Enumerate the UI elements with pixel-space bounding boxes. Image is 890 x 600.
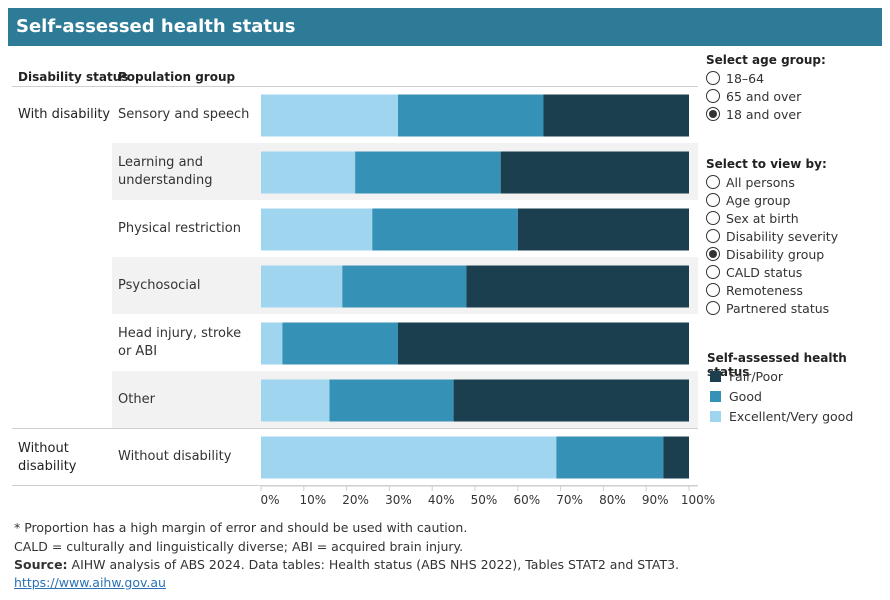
age-group-heading: Select age group: bbox=[706, 53, 826, 67]
bar-segment-fair-poor-5 bbox=[453, 379, 689, 422]
bar-segment-good-5 bbox=[329, 379, 454, 422]
radio-view-remoteness[interactable]: Remoteness bbox=[706, 281, 803, 299]
group-label-with-disability: With disability bbox=[18, 107, 111, 122]
category-label: Head injury, stroke or ABI bbox=[118, 326, 242, 359]
x-tick-label: 90% bbox=[642, 493, 669, 507]
bar-segment-good-1 bbox=[355, 151, 501, 194]
x-tick-label: 40% bbox=[428, 493, 455, 507]
source-text: AIHW analysis of ABS 2024. Data tables: … bbox=[67, 557, 680, 572]
bar-segment-good-6 bbox=[556, 436, 664, 479]
footnote-abbreviations: CALD = culturally and linguistically div… bbox=[14, 539, 464, 554]
source-label: Source: bbox=[14, 557, 68, 572]
bar-segment-fair-poor-0 bbox=[543, 94, 689, 137]
x-tick-label: 100% bbox=[681, 493, 715, 507]
x-tick-label: 0% bbox=[260, 493, 279, 507]
radio-age-18-over[interactable]: 18 and over bbox=[706, 105, 801, 123]
radio-circle[interactable] bbox=[706, 71, 720, 85]
category-label: Other bbox=[118, 392, 155, 407]
group-divider bbox=[12, 428, 698, 429]
header-divider bbox=[12, 86, 698, 87]
radio-view-all-persons[interactable]: All persons bbox=[706, 173, 795, 191]
bar-segment-fair-poor-4 bbox=[397, 322, 689, 365]
legend-item-fair-poor: Fair/Poor bbox=[710, 367, 783, 385]
footnote-margin-of-error: * Proportion has a high margin of error … bbox=[14, 520, 468, 535]
footnote-source: Source: AIHW analysis of ABS 2024. Data … bbox=[14, 557, 679, 572]
radio-age-65-over[interactable]: 65 and over bbox=[706, 87, 801, 105]
radio-view-cald-status[interactable]: CALD status bbox=[706, 263, 802, 281]
radio-circle[interactable] bbox=[706, 193, 720, 207]
radio-circle[interactable] bbox=[706, 283, 720, 297]
category-label: Physical restriction bbox=[118, 221, 241, 236]
legend-item-good: Good bbox=[710, 387, 762, 405]
x-tick-label: 20% bbox=[342, 493, 369, 507]
radio-view-partnered-status[interactable]: Partnered status bbox=[706, 299, 829, 317]
category-label: Sensory and speech bbox=[118, 107, 250, 122]
header-disability-status: Disability status bbox=[18, 70, 129, 84]
view-by-heading: Select to view by: bbox=[706, 157, 827, 171]
x-tick-label: 60% bbox=[513, 493, 540, 507]
bar-segment-excellent-very-good-1 bbox=[261, 151, 356, 194]
radio-circle-selected[interactable] bbox=[706, 107, 720, 121]
bar-segment-fair-poor-2 bbox=[517, 208, 689, 251]
x-tick-label: 70% bbox=[556, 493, 583, 507]
stacked-bar-chart: 0% 10% 20% 30% 40% 50% 60% 70% 80% 90% 100% bbox=[260, 94, 715, 507]
group-label-without-disability: Without disability bbox=[18, 441, 77, 474]
bar-segment-good-2 bbox=[372, 208, 518, 251]
radio-circle[interactable] bbox=[706, 229, 720, 243]
radio-circle[interactable] bbox=[706, 175, 720, 189]
x-tick-label: 10% bbox=[299, 493, 326, 507]
legend-swatch bbox=[710, 370, 721, 382]
category-label: Psychosocial bbox=[118, 278, 201, 293]
chart-title: Self-assessed health status bbox=[8, 8, 882, 46]
bar-segment-excellent-very-good-3 bbox=[261, 265, 343, 308]
bar-segment-good-4 bbox=[282, 322, 398, 365]
bar-segment-excellent-very-good-0 bbox=[261, 94, 398, 137]
aihw-link[interactable]: https://www.aihw.gov.au bbox=[14, 575, 166, 590]
radio-view-disability-group[interactable]: Disability group bbox=[706, 245, 824, 263]
x-tick-label: 30% bbox=[385, 493, 412, 507]
bar-segment-fair-poor-3 bbox=[466, 265, 689, 308]
radio-circle[interactable] bbox=[706, 301, 720, 315]
category-label: Without disability bbox=[118, 449, 232, 464]
legend-swatch bbox=[710, 390, 721, 402]
bar-segment-excellent-very-good-2 bbox=[261, 208, 373, 251]
radio-circle-selected[interactable] bbox=[706, 247, 720, 261]
radio-view-age-group[interactable]: Age group bbox=[706, 191, 790, 209]
bar-segment-excellent-very-good-6 bbox=[261, 436, 557, 479]
bar-segment-good-0 bbox=[397, 94, 544, 137]
radio-view-sex-at-birth[interactable]: Sex at birth bbox=[706, 209, 799, 227]
category-label: Learning and understanding bbox=[118, 155, 213, 188]
bar-segment-excellent-very-good-4 bbox=[261, 322, 283, 365]
radio-age-18-64[interactable]: 18–64 bbox=[706, 69, 764, 87]
bar-segment-fair-poor-6 bbox=[663, 436, 689, 479]
radio-circle[interactable] bbox=[706, 265, 720, 279]
radio-circle[interactable] bbox=[706, 89, 720, 103]
legend-item-excellent: Excellent/Very good bbox=[710, 407, 853, 425]
x-tick-label: 80% bbox=[599, 493, 626, 507]
bar-segment-good-3 bbox=[342, 265, 467, 308]
header-population-group: Population group bbox=[118, 70, 236, 84]
x-tick-label: 50% bbox=[471, 493, 498, 507]
bar-segment-fair-poor-1 bbox=[500, 151, 689, 194]
radio-view-disability-severity[interactable]: Disability severity bbox=[706, 227, 838, 245]
legend-swatch bbox=[710, 410, 721, 422]
bar-segment-excellent-very-good-5 bbox=[261, 379, 330, 422]
radio-circle[interactable] bbox=[706, 211, 720, 225]
